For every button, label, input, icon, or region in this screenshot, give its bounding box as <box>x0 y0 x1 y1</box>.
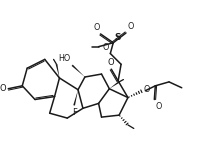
Text: F: F <box>73 108 77 117</box>
Polygon shape <box>109 81 120 89</box>
Text: O: O <box>0 84 7 93</box>
Text: O: O <box>144 85 150 94</box>
Text: O: O <box>155 102 162 111</box>
Text: O: O <box>128 22 134 31</box>
Polygon shape <box>72 65 85 77</box>
Polygon shape <box>56 64 59 78</box>
Polygon shape <box>73 90 78 106</box>
Text: O: O <box>93 23 100 32</box>
Text: S: S <box>114 33 121 42</box>
Text: O: O <box>108 58 114 67</box>
Text: O: O <box>103 43 109 52</box>
Text: HO: HO <box>58 54 71 63</box>
